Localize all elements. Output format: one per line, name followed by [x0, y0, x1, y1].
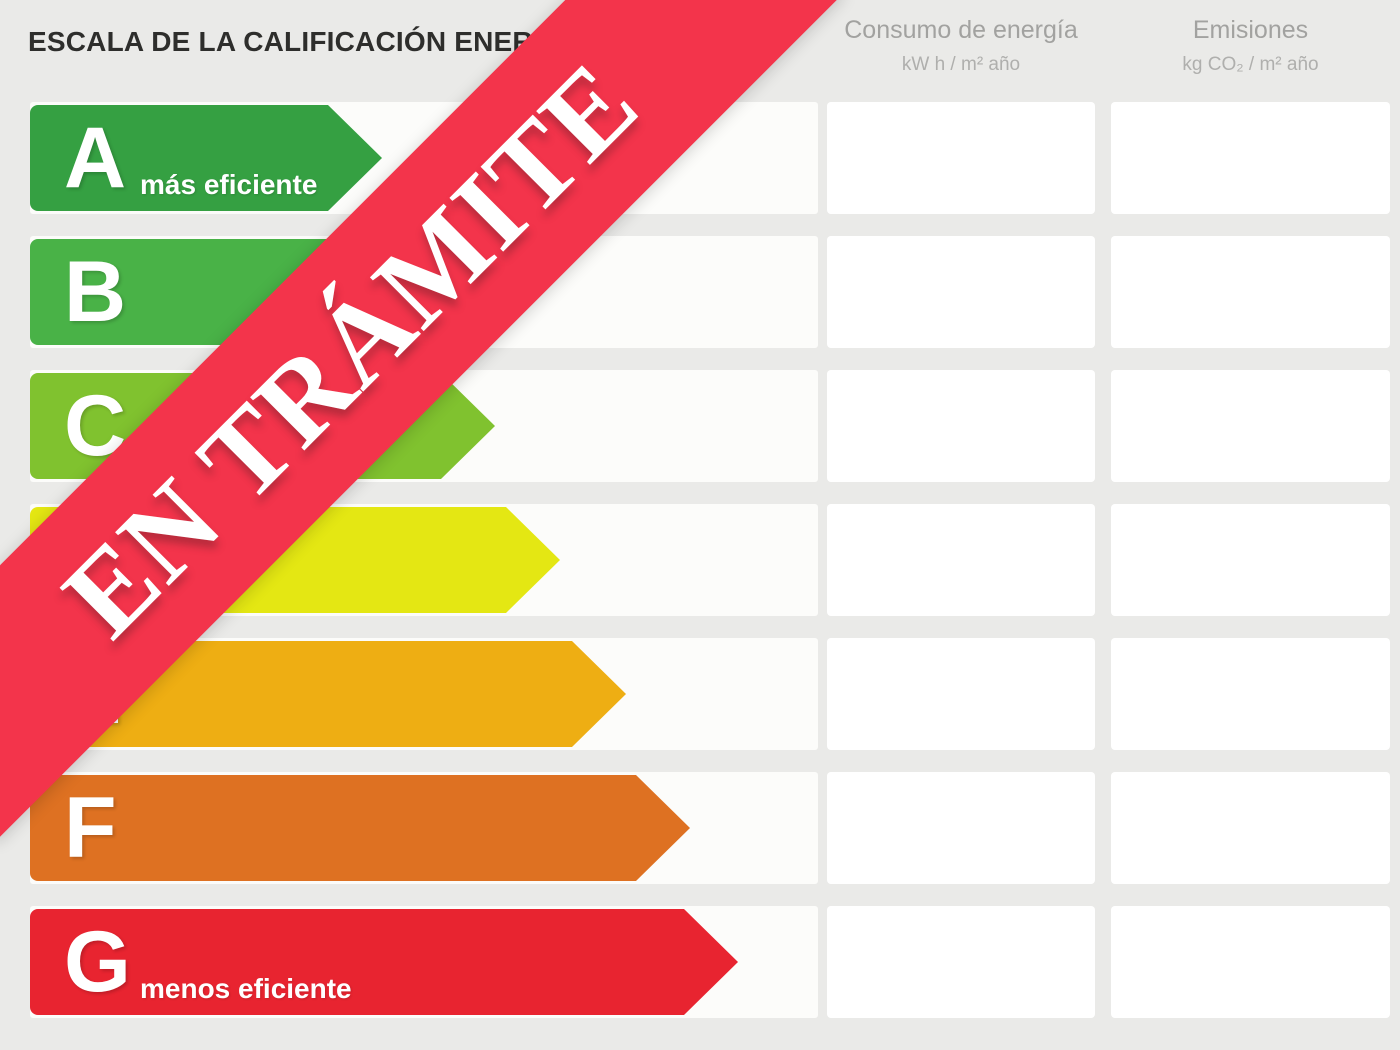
grade-letter: B — [64, 244, 127, 340]
emisiones-cell — [1111, 370, 1390, 482]
emisiones-cell — [1111, 102, 1390, 214]
rating-arrow-f: F — [30, 775, 690, 881]
column-header-consumo: Consumo de energía kW h / m² año — [827, 16, 1095, 76]
rating-row-g: G menos eficiente — [0, 906, 1400, 1018]
emisiones-value — [1111, 370, 1390, 482]
consumo-cell — [827, 772, 1095, 884]
consumo-cell — [827, 236, 1095, 348]
emisiones-value — [1111, 772, 1390, 884]
emisiones-cell — [1111, 906, 1390, 1018]
emisiones-cell — [1111, 638, 1390, 750]
emisiones-cell — [1111, 504, 1390, 616]
column-header-emisiones: Emisiones kg CO₂ / m² año — [1111, 16, 1390, 76]
column-header-consumo-name: Consumo de energía — [844, 16, 1078, 44]
consumo-cell — [827, 906, 1095, 1018]
consumo-cell — [827, 638, 1095, 750]
consumo-cell — [827, 504, 1095, 616]
consumo-cell — [827, 102, 1095, 214]
row-track: F — [30, 772, 818, 884]
emisiones-value — [1111, 236, 1390, 348]
efficiency-note: menos eficiente — [140, 973, 352, 1004]
grade-letter: F — [64, 780, 117, 876]
rating-row-f: F — [0, 772, 1400, 884]
emisiones-value — [1111, 638, 1390, 750]
emisiones-value — [1111, 102, 1390, 214]
grade-letter: A — [64, 110, 127, 206]
column-header-consumo-unit: kW h / m² año — [901, 54, 1021, 75]
row-track: G menos eficiente — [30, 906, 818, 1018]
consumo-cell — [827, 370, 1095, 482]
consumo-value — [827, 370, 1095, 482]
rating-arrow-a: A más eficiente — [30, 105, 382, 211]
rating-row-b: B — [0, 236, 1400, 348]
emisiones-value — [1111, 906, 1390, 1018]
consumo-value — [827, 772, 1095, 884]
consumo-value — [827, 236, 1095, 348]
rating-arrow-g: G menos eficiente — [30, 909, 738, 1015]
emisiones-cell — [1111, 236, 1390, 348]
rating-row-e: E — [0, 638, 1400, 750]
consumo-value — [827, 504, 1095, 616]
consumo-value — [827, 638, 1095, 750]
consumo-value — [827, 102, 1095, 214]
grade-letter: G — [64, 914, 131, 1010]
emisiones-cell — [1111, 772, 1390, 884]
column-header-emisiones-name: Emisiones — [1192, 16, 1309, 44]
consumo-value — [827, 906, 1095, 1018]
efficiency-note: más eficiente — [140, 169, 318, 200]
column-header-emisiones-unit: kg CO₂ / m² año — [1182, 54, 1319, 75]
emisiones-value — [1111, 504, 1390, 616]
